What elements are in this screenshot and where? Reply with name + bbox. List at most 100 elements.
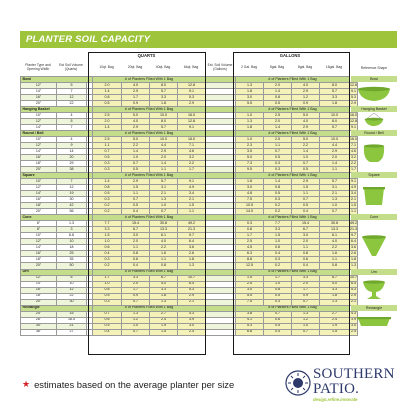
sun-emblem-icon [285,370,311,396]
header-est-quarts: Est Soil Volume (Quarts) [59,63,83,71]
header-40qt: 40qt. Bag [155,65,171,70]
header-8gal: 8gal. Bag [297,65,313,70]
table-row: 16" 30 0.3 0.7 1.3 2.1 7.5 0.3 0.7 1.3 2.1 [20,196,358,204]
table-row: 6" 1.3 7.7 15.4 30.8 49.2 0.3 7.7 15.4 30.8 49.2 [20,220,358,228]
quarts-group-title: QUARTS [137,53,156,58]
table-row: 12" 9 1.1 2.2 4.4 7.1 2.3 1.1 2.2 4.4 7.1 [20,142,358,150]
table-row: 12" 12 0.8 1.5 3.1 4.9 3.0 0.8 1.5 3.1 4.9 [20,184,358,192]
table-cell: 2.4 [349,328,358,336]
table-cell: 12.8 [349,82,358,90]
southern-patio-logo: SOUTHERN PATIO. design.refine.innovate [283,364,395,406]
table-row: 12" 10 1.0 2.0 4.0 6.4 2.5 1.0 2.0 4.0 6.4 [20,238,358,246]
square-planter-icon [354,185,394,212]
table-cell: 1.5 [319,328,350,336]
table-cell: 36" [20,328,57,336]
table-row: 10" 7 1.4 2.9 5.7 9.1 1.8 1.4 2.9 5.7 9.1 [20,178,358,186]
category-row: Rectangle # of Planters Filled With 1 Bag… [20,304,358,312]
header-5gal: 5gal. Bag [269,65,285,70]
table-row: 20" 38 0.3 0.5 1.1 1.7 9.5 0.3 0.5 1.1 1.7 [20,166,358,174]
header-planter-type: Planter Type and Opening Width [25,63,51,71]
table-cell: 5.3 [349,94,358,102]
reference-shape-label: Cone [351,214,397,221]
table-row: 20" 56 0.2 0.4 0.7 1.1 14.0 0.2 0.4 0.7 1.1 [20,208,358,216]
brand-tagline: design.refine.innovate [313,397,358,402]
rectangle-planter-icon [354,312,394,339]
star-icon: ★ [22,379,31,389]
table-cell: 2.4 [177,328,206,336]
table-cell: 0.4 [263,328,292,336]
table-row: 36" 27 0.4 0.7 1.5 2.4 6.8 0.4 0.7 1.5 2.4 [20,328,358,336]
urn-planter-icon [354,279,394,306]
reference-shape-label: Round / Bell [351,130,397,137]
table-cell: 6.4 [349,280,358,288]
table-row: 14" 18 0.6 1.1 2.2 3.6 4.5 0.6 1.1 2.2 3.6 [20,244,358,252]
round-bell-planter-icon [354,143,394,170]
category-row: Urn # of Planters Filled With 1 Bag # of P… [20,268,358,276]
gallons-group-title: GALLONS [279,53,301,58]
table-cell: 1.1 [349,208,358,216]
table-row: 20" 30 0.3 0.7 1.3 2.1 7.5 0.3 0.7 1.3 2.1 [20,298,358,306]
header-16gal: 16gal. Bag [325,65,343,70]
table-row: 12" 6 1.7 3.3 6.7 10.7 1.5 1.7 3.3 6.7 10.7 [20,274,358,282]
reference-shape-label: Hanging Basket [351,106,397,113]
table-row: 14" 10 1.0 2.0 4.0 6.4 2.5 1.0 2.0 4.0 6.4 [20,280,358,288]
table-cell: 9.1 [349,124,358,132]
table-cell: 2.9 [349,292,358,300]
table-row: 24" 15 0.7 1.3 2.7 4.3 3.8 0.7 1.3 2.7 4.3 [20,310,358,318]
category-row: Hanging Basket # of Planters Filled With … [20,106,358,114]
table-row: 20" 22 0.5 0.9 1.8 2.9 5.5 0.5 0.9 1.8 2.9 [20,100,358,108]
table-row: 12" 5 2.0 4.0 8.0 12.8 1.3 2.0 4.0 8.0 12.8 [20,118,358,126]
table-cell: 12.8 [349,118,358,126]
header-10qt: 10qt. Bag [99,65,114,70]
reference-shape-label: Bowl [351,76,397,82]
header-64qt: 64qt. Bag [183,65,199,70]
hanging-basket-planter-icon [354,112,394,135]
table-row: 16" 20 0.5 1.0 2.0 3.2 5.0 0.5 1.0 2.0 3.2 [20,154,358,162]
table-row: 16" 25 0.4 0.8 1.6 2.6 6.3 0.4 0.8 1.6 2.6 [20,250,358,258]
table-cell: 1.5 [149,328,178,336]
table-row: 30" 21 0.5 1.0 1.9 3.0 5.3 0.5 1.0 1.9 3.0 [20,322,358,330]
table-cell: 2.1 [349,298,358,306]
brand-line2: PATIO. [313,381,360,397]
table-cell: 4.3 [349,310,358,318]
table-row: 12" 5 2.0 4.0 8.0 12.8 1.3 2.0 4.0 8.0 12.8 [20,82,358,90]
header-2gal: 2 Gal. Bag [240,65,258,70]
table-cell: 27 [56,328,87,336]
table-cell: 9.1 [349,88,358,96]
table-cell: 2.9 [349,100,358,108]
reference-shape-label: Urn [351,268,397,275]
footnote: ★ estimates based on the average planter… [22,379,234,390]
reference-shape-label: Rectangle [351,304,397,311]
table-cell: 3.9 [349,316,358,324]
table-cell: 3.0 [349,322,358,330]
table-row: 20" 50 0.2 0.4 0.8 1.3 12.5 0.2 0.4 0.8 1.3 [20,262,358,270]
category-row: Round / Bell # of Planters Filled With 1 … [20,130,358,138]
table-cell: 1.7 [349,166,358,174]
table-cell: 0.7 [121,328,150,336]
page-title: PLANTER SOIL CAPACITY [20,31,397,48]
table-cell: 0.7 [291,328,320,336]
table-cell: 5.3 [349,286,358,294]
bowl-planter-icon [354,83,394,110]
brand-line1: SOUTHERN [313,366,395,382]
table-cell: 16.0 [349,112,358,120]
table-cell: 6.8 [235,328,264,336]
header-est-gallons: Est. Soil Volume (Gallons) [207,63,233,71]
table-row: 28" 16.5 0.6 1.2 2.4 3.9 4.1 0.6 1.2 2.4 3.9 [20,316,358,324]
header-reference-shape: Reference Shape [360,66,388,70]
category-row: Bowl # of Planters Filled With 1 Bag # of … [20,75,358,84]
table-cell: 1.8 [349,256,358,264]
table-row: 18" 35 0.3 0.6 1.1 1.8 8.8 0.3 0.6 1.1 1.8 [20,256,358,264]
table-cell: 10.7 [349,274,358,282]
table-row: 14" 7 1.4 2.9 5.7 9.1 1.8 1.4 2.9 5.7 9.1 [20,88,358,96]
table-cell [205,328,236,336]
table-row: 18" 22 0.5 0.9 1.8 2.9 5.5 0.5 0.9 1.8 2.9 [20,292,358,300]
table-row: 16" 12 0.8 1.7 3.3 5.3 3.0 0.8 1.2 3.3 5.3 [20,94,358,102]
table-row: 10" 4 2.5 5.0 10.0 16.0 1.0 2.5 5.0 10.0 16.0 [20,112,358,120]
header-20qt: 20qt. Bag [127,65,143,70]
table-cell: 1.3 [349,262,358,270]
table-row: 16" 12 0.8 1.7 3.3 5.3 3.0 0.8 1.7 3.3 5.3 [20,286,358,294]
table-cell: 0.4 [92,328,122,336]
footnote-text: estimates based on the average planter p… [34,379,235,390]
reference-shape-label: Square [351,172,397,179]
